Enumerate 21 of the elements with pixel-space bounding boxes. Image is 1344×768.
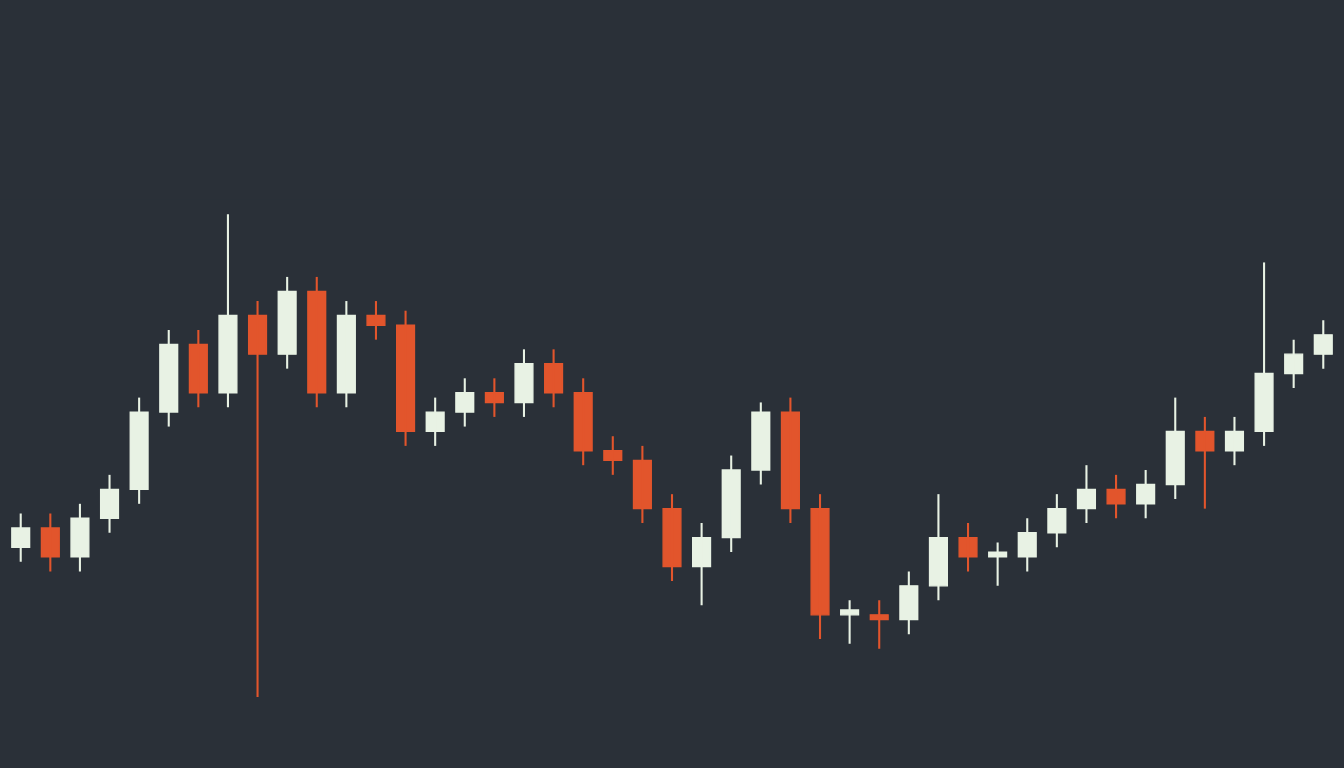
candlestick [988, 541, 1008, 587]
candlestick [810, 493, 830, 641]
candlestick [928, 493, 949, 602]
candlestick [840, 599, 860, 645]
candlestick [751, 401, 771, 486]
candlestick [1136, 468, 1156, 520]
candlestick [40, 512, 60, 573]
candlestick [514, 348, 534, 418]
candlestick [11, 512, 31, 563]
candlestick [70, 502, 90, 573]
candlestick [425, 396, 445, 447]
candlestick [1313, 319, 1333, 370]
candlestick [1284, 338, 1304, 389]
candlestick [662, 493, 682, 583]
candlestick [366, 300, 386, 341]
candlestick [1106, 473, 1126, 520]
candlestick [958, 522, 978, 573]
candlestick [1254, 261, 1274, 447]
candlestick [455, 377, 475, 428]
candlestick [1017, 517, 1037, 573]
candlestick [218, 213, 238, 409]
